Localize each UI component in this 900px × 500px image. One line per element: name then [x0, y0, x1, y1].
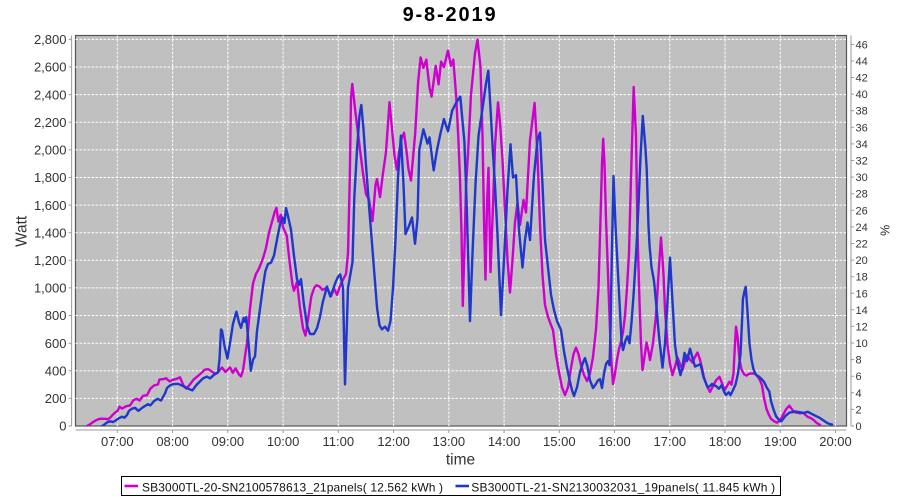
svg-text:42: 42 [856, 73, 868, 85]
svg-text:28: 28 [856, 189, 868, 201]
svg-text:18:00: 18:00 [709, 434, 742, 449]
svg-text:16: 16 [856, 288, 868, 300]
svg-text:1,600: 1,600 [34, 198, 67, 213]
svg-text:10: 10 [856, 338, 868, 350]
svg-text:1,800: 1,800 [34, 170, 67, 185]
svg-text:0: 0 [856, 421, 862, 433]
svg-text:40: 40 [856, 89, 868, 101]
svg-text:2: 2 [856, 404, 862, 416]
svg-text:9-8-2019: 9-8-2019 [403, 4, 498, 26]
svg-text:time: time [446, 451, 475, 468]
svg-text:1,400: 1,400 [34, 225, 67, 240]
svg-text:30: 30 [856, 172, 868, 184]
svg-text:4: 4 [856, 388, 862, 400]
svg-text:14: 14 [856, 305, 868, 317]
svg-text:200: 200 [45, 391, 67, 406]
svg-text:15:00: 15:00 [543, 434, 576, 449]
svg-text:10:00: 10:00 [267, 434, 300, 449]
svg-text:18: 18 [856, 272, 868, 284]
svg-text:14:00: 14:00 [488, 434, 521, 449]
svg-text:12:00: 12:00 [377, 434, 410, 449]
svg-text:2,000: 2,000 [34, 143, 67, 158]
svg-text:600: 600 [45, 336, 67, 351]
svg-text:2,400: 2,400 [34, 87, 67, 102]
svg-text:19:00: 19:00 [764, 434, 797, 449]
svg-text:0: 0 [59, 419, 66, 434]
svg-text:2,800: 2,800 [34, 32, 67, 47]
svg-text:20:00: 20:00 [819, 434, 852, 449]
svg-text:SB3000TL-20-SN2100578613_21pan: SB3000TL-20-SN2100578613_21panels( 12.56… [142, 480, 443, 494]
svg-text:2,600: 2,600 [34, 60, 67, 75]
svg-text:34: 34 [856, 139, 868, 151]
svg-text:11:00: 11:00 [323, 434, 355, 449]
svg-text:Watt: Watt [13, 215, 30, 247]
svg-text:800: 800 [45, 308, 67, 323]
svg-text:400: 400 [45, 364, 67, 379]
svg-text:20: 20 [856, 255, 868, 267]
svg-text:17:00: 17:00 [654, 434, 687, 449]
svg-text:2,200: 2,200 [34, 115, 67, 130]
svg-text:13:00: 13:00 [433, 434, 466, 449]
svg-text:6: 6 [856, 371, 862, 383]
svg-text:16:00: 16:00 [598, 434, 631, 449]
svg-text:SB3000TL-21-SN2130032031_19pan: SB3000TL-21-SN2130032031_19panels( 11.84… [471, 480, 775, 494]
svg-text:26: 26 [856, 205, 868, 217]
svg-text:09:00: 09:00 [212, 434, 245, 449]
svg-text:07:00: 07:00 [101, 434, 134, 449]
svg-text:8: 8 [856, 355, 862, 367]
svg-text:32: 32 [856, 156, 868, 168]
svg-text:24: 24 [856, 222, 868, 234]
svg-text:36: 36 [856, 122, 868, 134]
svg-text:08:00: 08:00 [156, 434, 189, 449]
svg-text:44: 44 [856, 56, 868, 68]
svg-text:22: 22 [856, 239, 868, 251]
svg-text:46: 46 [856, 39, 868, 51]
svg-text:%: % [878, 225, 892, 236]
svg-text:1,000: 1,000 [34, 281, 67, 296]
svg-text:38: 38 [856, 106, 868, 118]
svg-text:1,200: 1,200 [34, 253, 67, 268]
svg-text:12: 12 [856, 321, 868, 333]
